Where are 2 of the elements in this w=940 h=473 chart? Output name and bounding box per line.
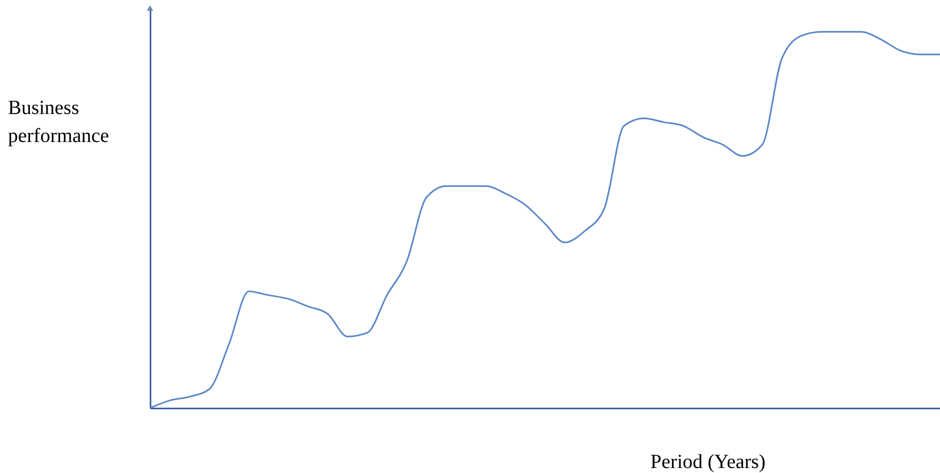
- x-axis-title: Period (Years): [650, 451, 766, 473]
- y-axis-title: Business performance: [8, 97, 110, 147]
